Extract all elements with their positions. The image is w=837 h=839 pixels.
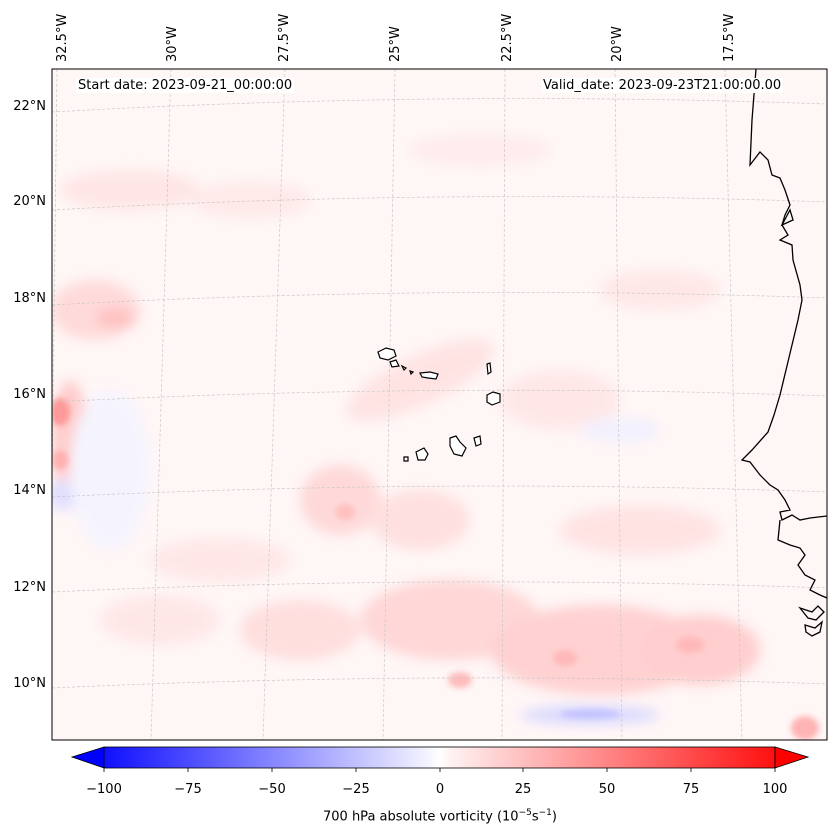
colorbar-tick: −50 [258, 782, 286, 797]
lat-label: 14°N [13, 483, 46, 498]
lon-label: 32.5°W [55, 13, 70, 62]
lat-label: 20°N [13, 194, 46, 209]
lon-label: 17.5°W [722, 13, 737, 62]
colorbar-title: 700 hPa absolute vorticity (10−5s−1) [323, 808, 557, 825]
colorbar-tick: −25 [342, 782, 370, 797]
start-date-label: Start date: 2023-09-21_00:00:00 [76, 78, 295, 93]
gridlines [52, 69, 827, 740]
lon-label: 25°W [388, 26, 403, 62]
lon-label: 30°W [165, 26, 180, 62]
colorbar [70, 746, 810, 772]
vorticity-field [52, 69, 827, 740]
coastline-africa [740, 69, 827, 637]
valid-date-label: Valid_date: 2023-09-23T21:00:00.00 [541, 78, 784, 93]
lat-label: 12°N [13, 580, 46, 595]
colorbar-tick: 100 [762, 782, 788, 797]
lat-label: 18°N [13, 291, 46, 306]
colorbar-tick: −100 [86, 782, 122, 797]
colorbar-tick: 25 [514, 782, 532, 797]
lon-label: 20°W [610, 26, 625, 62]
lat-label: 16°N [13, 387, 46, 402]
colorbar-tick: −75 [174, 782, 202, 797]
cape-verde-islands [377, 347, 501, 462]
lat-label: 10°N [13, 676, 46, 691]
map-frame [51, 68, 828, 741]
colorbar-tick: 0 [435, 782, 445, 797]
lat-label: 22°N [13, 99, 46, 114]
lon-label: 27.5°W [277, 13, 292, 62]
colorbar-tick: 75 [682, 782, 700, 797]
colorbar-tick: 50 [598, 782, 616, 797]
lon-label: 22.5°W [500, 13, 515, 62]
